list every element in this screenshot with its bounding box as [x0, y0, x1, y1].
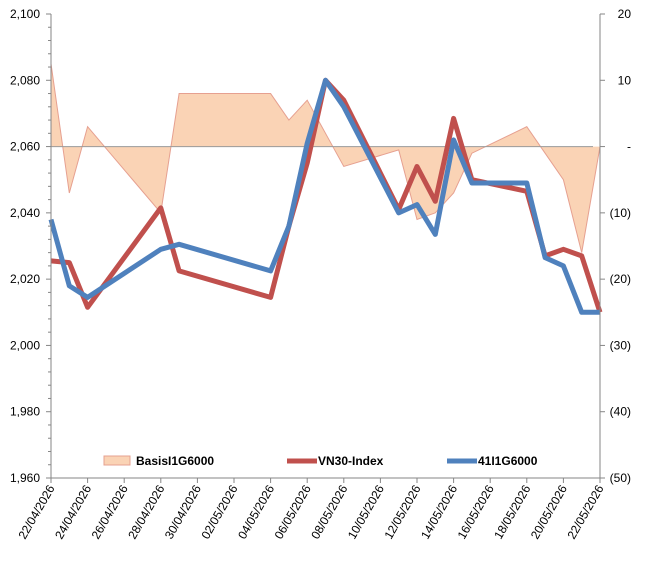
- x-tick-label: 06/05/2026: [272, 482, 314, 541]
- x-tick-label: 14/05/2026: [418, 482, 460, 541]
- left-tick-label: 1,980: [10, 405, 40, 419]
- right-tick-label: (40): [610, 405, 631, 419]
- right-tick-label: (10): [610, 206, 631, 220]
- x-tick-label: 12/05/2026: [381, 482, 423, 541]
- right-tick-label: (20): [610, 272, 631, 286]
- x-tick-label: 10/05/2026: [345, 482, 387, 541]
- right-axis-tick-labels: (50) (40) (30) (20) (10) - 10 20: [610, 7, 632, 485]
- series-line-41i1g6000: [48, 77, 600, 315]
- legend-label: VN30-Index: [318, 454, 384, 468]
- x-tick-label: 22/04/2026: [15, 482, 57, 541]
- x-tick-label: 26/04/2026: [89, 482, 131, 541]
- x-tick-label: 08/05/2026: [308, 482, 350, 541]
- x-tick-label: 30/04/2026: [162, 482, 204, 541]
- line-series-group: [48, 77, 603, 315]
- left-tick-label: 2,000: [10, 338, 40, 352]
- left-tick-label: 2,040: [10, 206, 40, 220]
- x-tick-label: 04/05/2026: [235, 482, 277, 541]
- right-tick-label: (30): [610, 338, 631, 352]
- x-tick-label: 18/05/2026: [491, 482, 533, 541]
- basis-area-fill: [51, 63, 600, 253]
- legend: BasisI1G6000 VN30-Index 41I1G6000: [103, 454, 538, 468]
- right-tick-label: 10: [618, 73, 632, 87]
- left-axis-tick-labels: 1,960 1,980 2,000 2,020 2,040 2,060 2,080 2,100: [10, 7, 40, 485]
- axes: [46, 13, 605, 483]
- right-tick-label: -: [627, 140, 631, 154]
- x-tick-label: 16/05/2026: [455, 482, 497, 541]
- legend-label: BasisI1G6000: [136, 454, 214, 468]
- x-tick-label: 20/05/2026: [528, 482, 570, 541]
- left-tick-label: 2,060: [10, 140, 40, 154]
- basis-area-series: [50, 63, 601, 253]
- x-tick-label: 28/04/2026: [125, 482, 167, 541]
- x-tick-label: 24/04/2026: [52, 482, 94, 541]
- x-axis-tick-labels: 22/04/202624/04/202626/04/202628/04/2026…: [15, 482, 606, 541]
- legend-swatch-basis: [103, 455, 131, 466]
- right-tick-label: 20: [618, 7, 632, 21]
- x-tick-label: 02/05/2026: [198, 482, 240, 541]
- left-tick-label: 2,080: [10, 73, 40, 87]
- left-tick-label: 2,020: [10, 272, 40, 286]
- x-tick-label: 22/05/2026: [564, 482, 606, 541]
- left-tick-label: 2,100: [10, 7, 40, 21]
- series-line-vn30-index: [50, 77, 603, 314]
- right-tick-label: (50): [610, 471, 631, 485]
- left-tick-label: 1,960: [10, 471, 40, 485]
- legend-label: 41I1G6000: [478, 454, 538, 468]
